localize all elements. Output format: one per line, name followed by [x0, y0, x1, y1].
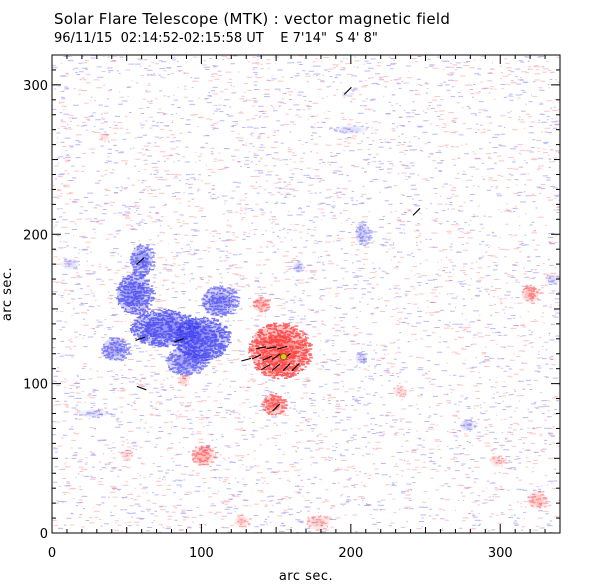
- field-vector: [343, 86, 352, 95]
- field-vector: [262, 355, 272, 361]
- positive-polarity-region: [234, 514, 252, 528]
- noise-negative: [52, 55, 560, 533]
- x-tick-label: 200: [338, 546, 363, 561]
- field-vectors: [135, 86, 421, 412]
- negative-polarity-region: [355, 222, 373, 247]
- positive-polarity-region: [191, 445, 219, 466]
- x-tick-label: 300: [488, 546, 513, 561]
- field-vector: [135, 257, 145, 265]
- negative-polarity-region: [165, 347, 211, 376]
- negative-polarity-region: [545, 273, 560, 285]
- y-tick-label: 100: [23, 378, 48, 393]
- observation-position: E 7'14" S 4' 8": [280, 31, 378, 46]
- x-tick-label: 100: [189, 546, 214, 561]
- field-vector: [271, 353, 281, 361]
- positive-polarity-region: [98, 132, 110, 142]
- field-vector: [412, 207, 421, 216]
- y-tick-label: 0: [40, 527, 48, 542]
- field-vector: [135, 336, 146, 342]
- negative-polarity-region: [292, 260, 306, 273]
- field-vector: [136, 385, 147, 391]
- field-vector: [266, 346, 277, 350]
- negative-polarity-region: [201, 285, 241, 318]
- negative-polarity-region: [101, 337, 132, 361]
- y-tick-label: 200: [23, 228, 48, 243]
- positive-polarity-region: [248, 322, 313, 380]
- field-vector: [256, 346, 267, 350]
- observation-date: 96/11/15: [54, 31, 113, 46]
- field-vector: [271, 363, 281, 371]
- noise-field: [52, 55, 560, 533]
- flare-marker-group: [279, 353, 288, 361]
- field-vector: [174, 338, 184, 343]
- noise-positive: [52, 55, 560, 533]
- positive-polarity-region: [489, 455, 508, 467]
- flare-marker: [279, 353, 288, 361]
- positive-polarity-region: [393, 385, 408, 398]
- positive-polarity-region: [177, 374, 191, 387]
- x-axis-label: arc sec.: [279, 569, 333, 584]
- negative-polarity-region: [355, 352, 368, 365]
- axes: 0 100 200 300 0 100 200 300: [23, 54, 561, 561]
- x-tick-label: 0: [48, 546, 56, 561]
- chart-title: Solar Flare Telescope (MTK) : vector mag…: [54, 10, 451, 28]
- positive-polarity-region: [521, 284, 543, 304]
- observation-time: 02:14:52-02:15:58 UT: [120, 31, 264, 46]
- positive-polarity-region: [121, 449, 134, 462]
- field-vector: [272, 403, 281, 412]
- negative-polarity-region: [61, 258, 81, 270]
- polarity-regions: [61, 125, 560, 531]
- negative-polarity-region: [460, 419, 478, 432]
- field-vector: [291, 363, 300, 372]
- positive-polarity-region: [306, 514, 333, 531]
- negative-polarity-region: [333, 125, 370, 134]
- negative-polarity-region: [115, 271, 156, 315]
- positive-polarity-region: [252, 296, 271, 313]
- field-vector: [277, 345, 288, 350]
- field-vector: [261, 364, 271, 371]
- negative-polarity-region: [79, 408, 113, 419]
- y-axis-label: arc sec.: [0, 267, 15, 321]
- field-vector: [251, 354, 262, 360]
- y-tick-label: 300: [23, 79, 48, 94]
- field-vector: [282, 363, 291, 372]
- field-vector: [241, 357, 252, 362]
- positive-polarity-region: [527, 490, 549, 509]
- observation-info: 96/11/15 02:14:52-02:15:58 UT E 7'14" S …: [54, 31, 378, 46]
